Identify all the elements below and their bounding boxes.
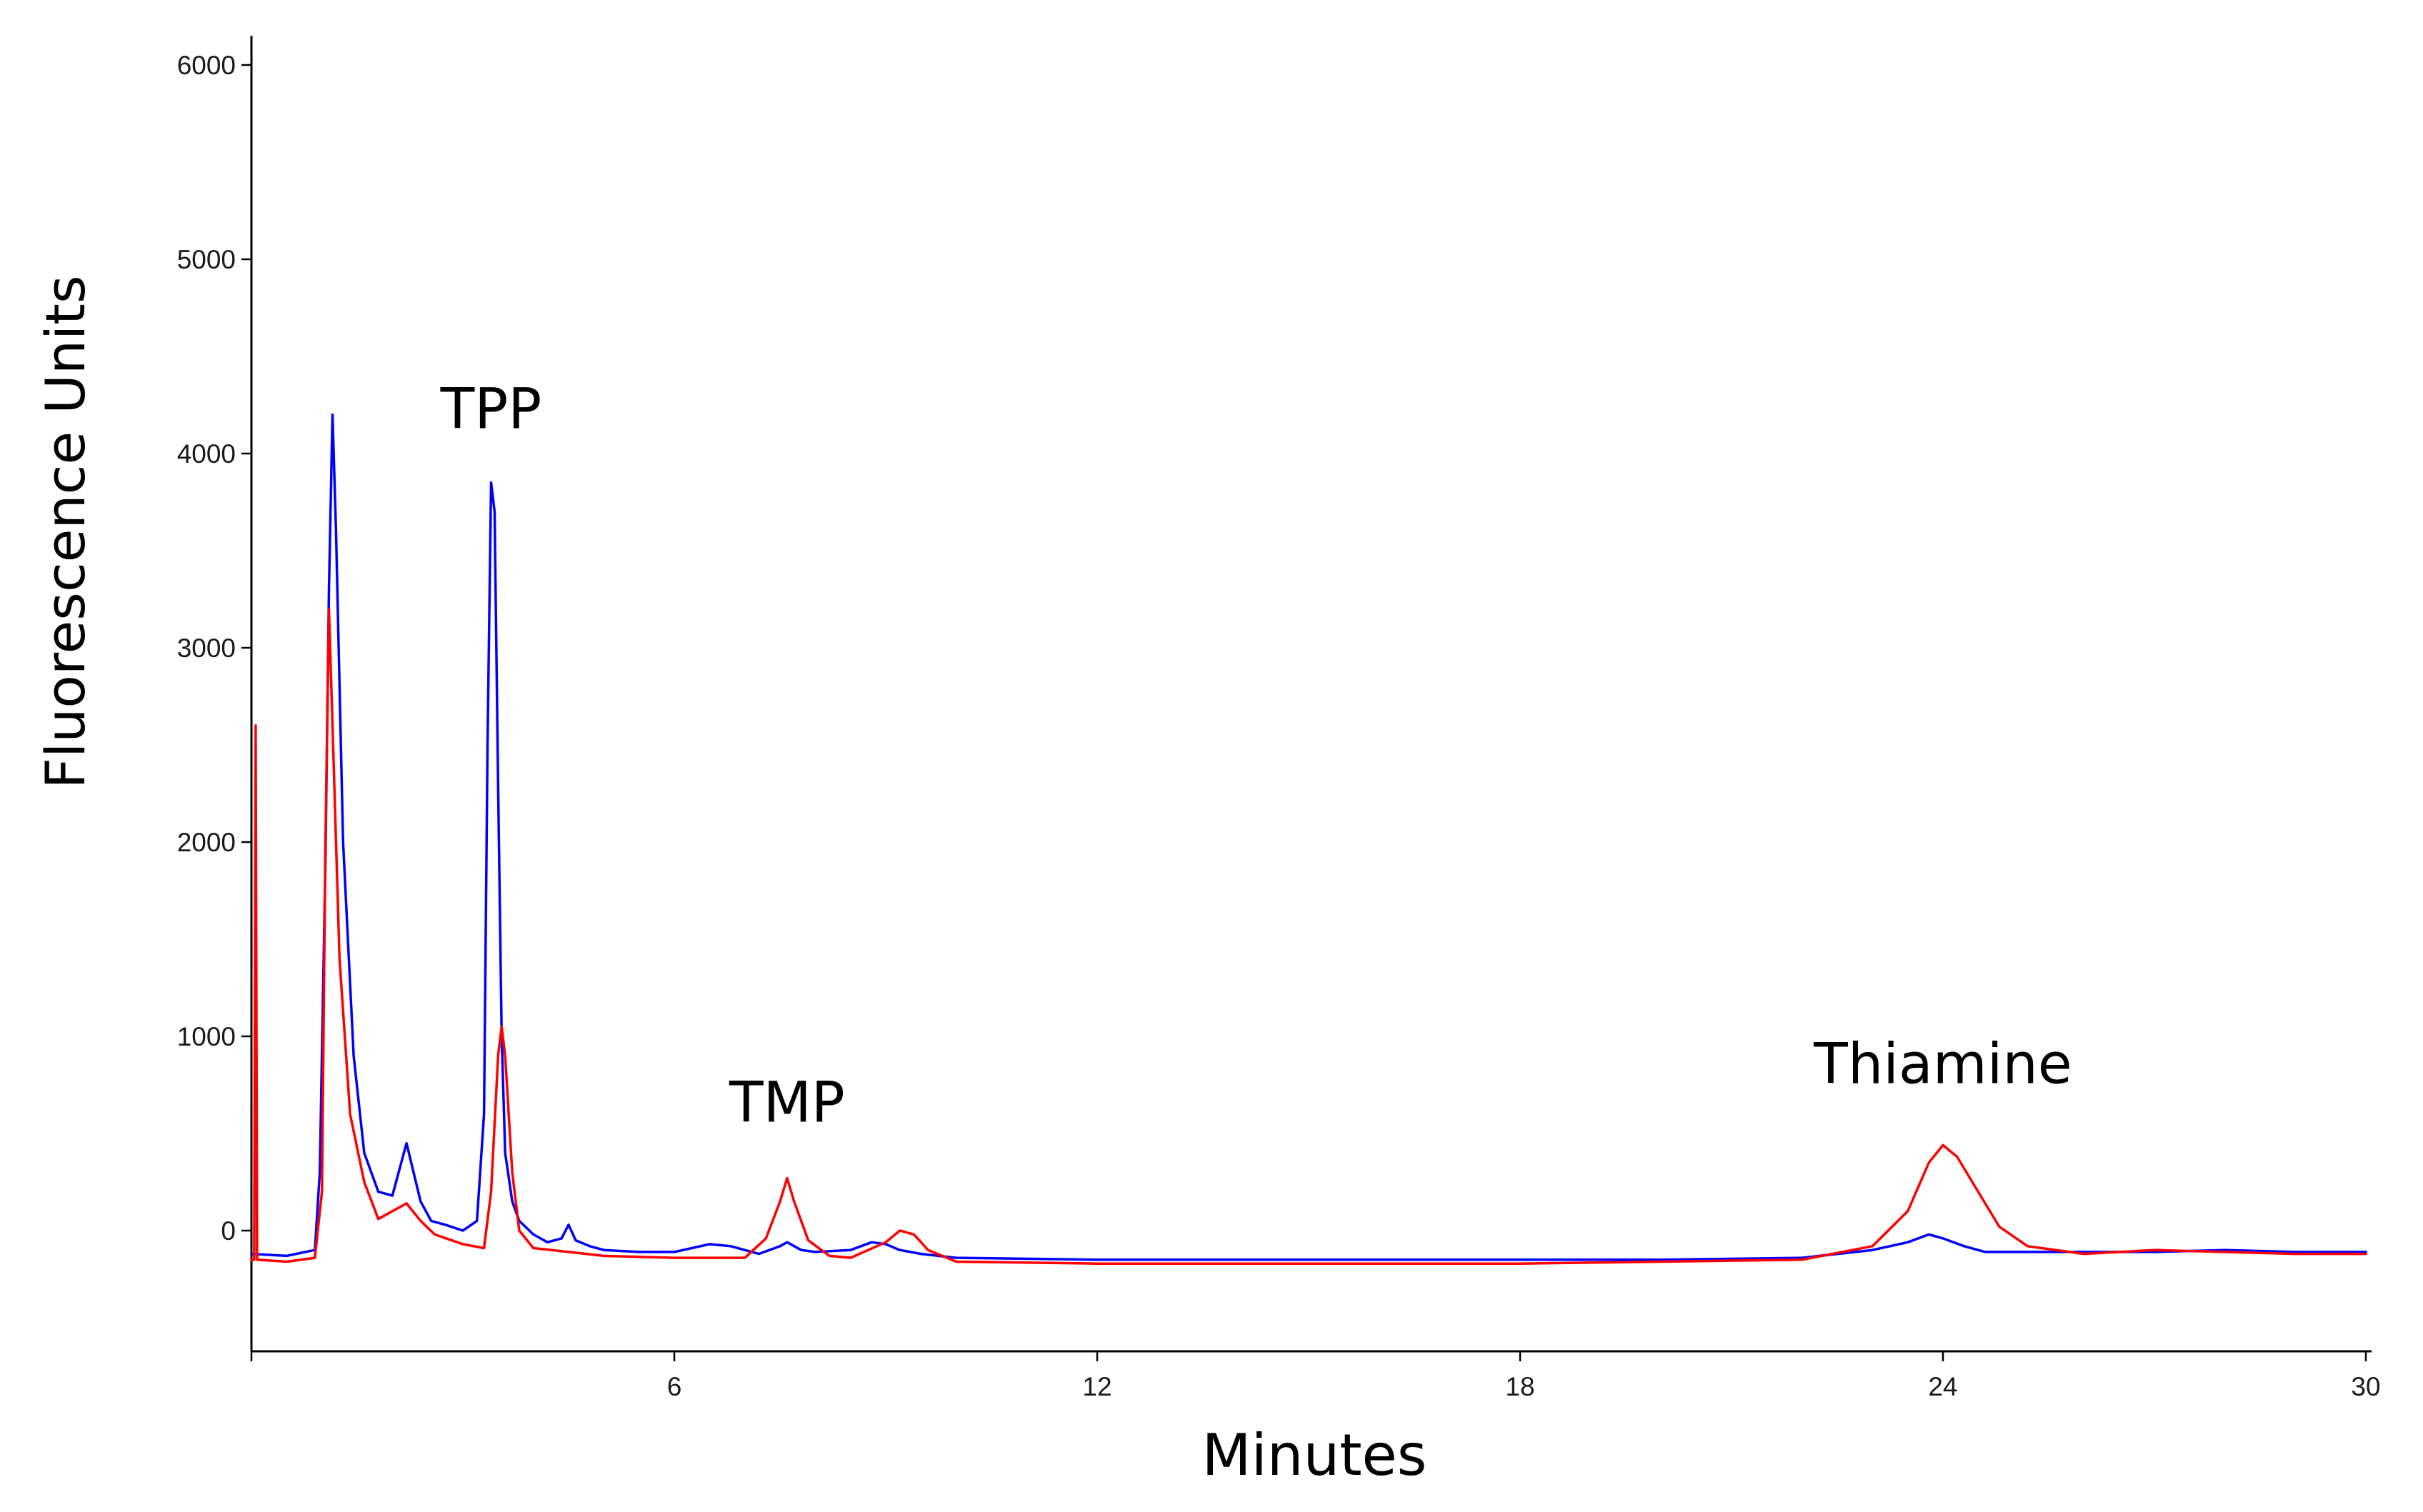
y-tick-label: 5000 <box>177 245 236 274</box>
x-tick-label: 30 <box>2351 1372 2380 1401</box>
x-tick-label: 18 <box>1505 1372 1534 1401</box>
y-tick-label: 3000 <box>177 634 236 663</box>
y-tick-label: 0 <box>221 1216 236 1246</box>
series-line-blue <box>250 413 2367 1261</box>
ticks: 0 1000 2000 3000 4000 5000 6000 6 12 18 24 30 <box>177 51 2381 1401</box>
annotations: TPP TMP Thiamine <box>440 378 2072 1136</box>
series-line-red <box>250 607 2367 1265</box>
axes <box>250 36 2372 1353</box>
peak-label-tpp: TPP <box>440 378 542 442</box>
series-layer <box>250 413 2367 1265</box>
y-axis-title: Fluorescence Units <box>34 275 97 788</box>
y-tick-label: 4000 <box>177 439 236 469</box>
y-tick-label: 2000 <box>177 828 236 857</box>
x-tick-label: 6 <box>667 1372 682 1401</box>
x-tick-label: 12 <box>1082 1372 1111 1401</box>
y-tick-label: 1000 <box>177 1022 236 1051</box>
x-tick-label: 24 <box>1928 1372 1957 1401</box>
peak-label-tmp: TMP <box>729 1071 845 1136</box>
y-tick-label: 6000 <box>177 51 236 80</box>
x-axis-title: Minutes <box>1202 1422 1427 1488</box>
peak-label-thiamine: Thiamine <box>1813 1032 2072 1096</box>
